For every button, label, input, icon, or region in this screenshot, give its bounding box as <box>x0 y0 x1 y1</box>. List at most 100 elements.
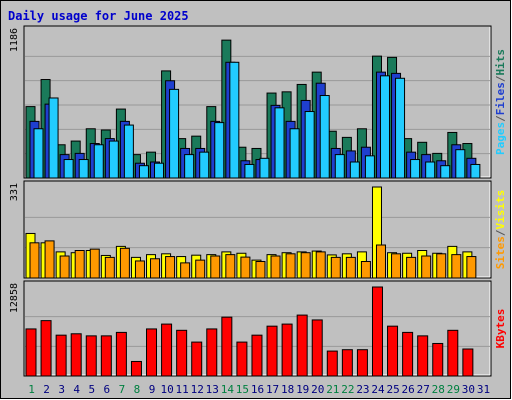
bar-sites-day-5 <box>89 248 100 279</box>
bar-kbytes-day-18 <box>281 323 293 377</box>
x-tick-label-day-11: 11 <box>176 383 189 396</box>
x-tick-label-day-2: 2 <box>43 383 50 396</box>
bar-pages-day-15 <box>244 163 255 179</box>
bar-sites-day-25 <box>391 253 402 279</box>
x-tick-label-day-6: 6 <box>104 383 111 396</box>
bar-sites-day-24 <box>375 244 386 279</box>
bar-kbytes-day-19 <box>296 314 308 377</box>
series-kbytes <box>25 286 474 377</box>
bar-sites-day-23 <box>360 261 371 279</box>
panel-max-label: 331 <box>9 183 20 201</box>
panel-max-label: 12858 <box>9 283 20 313</box>
x-tick-label-day-16: 16 <box>251 383 264 396</box>
x-tick-label-day-4: 4 <box>73 383 80 396</box>
bar-pages-day-21 <box>334 154 345 179</box>
bar-pages-day-14 <box>229 61 240 179</box>
panel-kbytes: 12858 <box>9 280 492 377</box>
bar-kbytes-day-17 <box>266 325 278 377</box>
bar-kbytes-day-4 <box>70 333 82 377</box>
bar-sites-day-19 <box>300 252 311 279</box>
bar-pages-day-19 <box>304 111 315 179</box>
side-label-part: KBytes <box>494 309 507 349</box>
bar-sites-day-16 <box>255 261 266 279</box>
x-tick-label-day-27: 27 <box>417 383 430 396</box>
x-tick-label-day-18: 18 <box>281 383 294 396</box>
bar-pages-day-1 <box>33 128 44 179</box>
series-sites <box>29 240 477 279</box>
bar-sites-day-13 <box>210 255 221 279</box>
x-tick-label-day-21: 21 <box>326 383 339 396</box>
x-axis-day-labels: 1 2 3 4 5 6 7 8 9 10 11 12 13 14 15 16 17 18 19 20 21 22 23 24 2… <box>28 383 490 396</box>
x-tick-label-day-24: 24 <box>371 383 385 396</box>
bar-sites-day-29 <box>451 254 462 279</box>
bar-kbytes-day-9 <box>146 328 158 377</box>
bar-kbytes-day-22 <box>341 349 353 377</box>
bar-sites-day-26 <box>406 256 417 279</box>
bar-sites-day-3 <box>59 255 70 279</box>
x-tick-label-day-12: 12 <box>191 383 204 396</box>
side-label-part: / <box>494 229 507 236</box>
bar-sites-day-20 <box>315 251 326 279</box>
x-tick-label-day-17: 17 <box>266 383 279 396</box>
x-tick-label-day-30: 30 <box>462 383 475 396</box>
bar-kbytes-day-23 <box>356 349 368 377</box>
panel-visits: 331 <box>9 180 492 279</box>
bar-pages-day-27 <box>425 161 436 179</box>
bar-pages-day-29 <box>455 149 466 179</box>
bar-sites-day-14 <box>225 254 236 279</box>
bar-kbytes-day-15 <box>236 341 248 377</box>
bar-pages-day-9 <box>154 162 165 179</box>
side-label-part: Pages <box>494 122 507 155</box>
x-tick-label-day-15: 15 <box>236 383 249 396</box>
bar-pages-day-6 <box>108 140 119 179</box>
bar-pages-day-10 <box>169 88 180 179</box>
bar-pages-day-2 <box>48 97 59 179</box>
x-tick-label-day-26: 26 <box>402 383 415 396</box>
bar-sites-day-27 <box>421 255 432 279</box>
bar-pages-day-7 <box>123 124 134 179</box>
bar-kbytes-day-5 <box>85 335 97 377</box>
bar-sites-day-6 <box>104 256 115 279</box>
bar-pages-day-11 <box>184 154 195 179</box>
x-tick-label-day-5: 5 <box>88 383 95 396</box>
bar-pages-day-26 <box>410 159 421 179</box>
x-tick-label-day-22: 22 <box>341 383 354 396</box>
side-label-part: / <box>494 75 507 82</box>
bar-kbytes-day-7 <box>115 331 127 377</box>
x-tick-label-day-13: 13 <box>206 383 219 396</box>
x-tick-label-day-1: 1 <box>28 383 35 396</box>
bar-pages-day-12 <box>199 151 210 179</box>
panel-max-label: 1186 <box>9 28 20 52</box>
bar-kbytes-day-25 <box>387 325 399 377</box>
bar-kbytes-day-24 <box>371 286 383 377</box>
side-label-part: Sites <box>494 236 507 269</box>
bar-kbytes-day-30 <box>462 348 474 377</box>
x-tick-label-day-19: 19 <box>296 383 309 396</box>
bar-kbytes-day-2 <box>40 320 52 377</box>
bar-pages-day-13 <box>214 122 225 179</box>
bar-kbytes-day-12 <box>191 341 203 377</box>
bar-sites-day-9 <box>150 258 161 279</box>
x-tick-label-day-23: 23 <box>356 383 369 396</box>
side-label-bottom: KBytes <box>494 309 507 349</box>
x-tick-label-day-10: 10 <box>160 383 173 396</box>
x-tick-label-day-31: 31 <box>477 383 490 396</box>
x-tick-label-day-7: 7 <box>119 383 126 396</box>
bar-pages-day-25 <box>395 77 406 179</box>
bar-sites-day-15 <box>240 256 251 279</box>
bar-pages-day-18 <box>289 128 300 179</box>
bar-kbytes-day-10 <box>161 323 173 377</box>
bar-pages-day-4 <box>78 159 89 179</box>
bar-pages-day-22 <box>349 161 360 179</box>
bar-sites-day-4 <box>74 250 85 279</box>
bar-sites-day-7 <box>119 247 130 279</box>
bar-pages-day-23 <box>364 155 375 179</box>
bar-pages-day-16 <box>259 157 270 179</box>
bar-pages-day-28 <box>440 165 451 179</box>
bar-sites-day-30 <box>466 256 477 279</box>
bar-kbytes-day-21 <box>326 350 338 377</box>
side-label-part: Files <box>494 82 507 115</box>
bar-kbytes-day-8 <box>130 360 142 377</box>
